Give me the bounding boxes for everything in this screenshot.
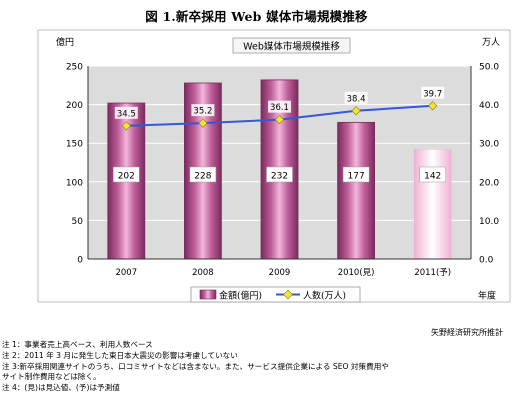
legend-bar-label: 金額(億円)	[219, 290, 262, 302]
line-value-label: 36.1	[270, 103, 289, 113]
line-value-label: 38.4	[347, 94, 366, 104]
bar-value-label: 177	[348, 172, 365, 182]
right-axis-unit: 万人	[482, 37, 500, 48]
bar-value-box	[189, 166, 217, 183]
right-tick-label: 40.0	[479, 101, 499, 111]
x-tick-label: 2011(予)	[414, 268, 451, 278]
left-tick-label: 200	[66, 101, 83, 111]
left-tick-label: 50	[72, 217, 84, 227]
figure-title: 図 1.新卒採用 Web 媒体市場規模推移	[145, 9, 368, 24]
left-tick-label: 100	[66, 178, 83, 188]
x-tick-label: 2009	[269, 268, 291, 278]
axes: 0 50 100 150 200 250 0.0 10.0 20.0 30.0 40.0 50.0 20…	[66, 63, 500, 279]
x-tick-label: 2008	[192, 268, 214, 278]
line-value-label: 34.5	[117, 109, 136, 119]
line-label-bg	[421, 86, 445, 99]
chart-title: Web媒体市場規模推移	[243, 41, 340, 53]
line-value-label: 35.2	[193, 107, 212, 117]
line-point	[121, 121, 131, 131]
right-tick-label: 0.0	[479, 256, 494, 266]
line-value-label: 39.7	[423, 89, 442, 99]
source-credit: 矢野経済研究所推計	[431, 328, 503, 337]
footnote-2: 注 2：2011 年 3 月に発生した東日本大震災の影響は考慮していない	[2, 350, 238, 360]
line-point	[198, 118, 208, 128]
left-axis-unit: 億円	[56, 36, 74, 48]
line-point	[351, 106, 361, 116]
line-point	[428, 101, 438, 111]
bar-value-label: 202	[118, 172, 135, 182]
footnote-3-cont: サイト制作費用などは除く。	[2, 372, 101, 382]
bar-value-box	[419, 166, 446, 183]
x-tick-label: 2007	[115, 268, 137, 278]
x-axis-label: 年度	[478, 290, 496, 302]
legend: 金額(億円) 人数(万人)	[190, 286, 361, 303]
line-series: 34.5 35.2 36.1 38.4 39.7	[114, 86, 445, 131]
bar-value-box	[342, 166, 370, 183]
legend-bar-swatch	[199, 289, 217, 300]
line-label-bg	[114, 106, 138, 119]
bar-value-label: 228	[194, 172, 211, 182]
right-tick-label: 30.0	[479, 140, 499, 150]
legend-line-label: 人数(万人)	[303, 290, 346, 302]
bar-value-label: 142	[424, 172, 441, 182]
line-label-bg	[191, 104, 215, 117]
left-tick-label: 0	[77, 256, 83, 266]
bar-value-box	[113, 166, 140, 183]
footnote-3: 注 3:新卒採用関連サイトのうち、口コミサイトなどは含まない。また、サービス提供…	[2, 361, 389, 371]
line-point	[274, 115, 285, 125]
footnote-4: 注 4：(見)は見込値、(予)は予測値	[2, 383, 120, 393]
line-label-bg	[344, 91, 368, 104]
legend-line-marker	[283, 289, 293, 300]
bar-value-label: 232	[271, 172, 288, 182]
right-tick-label: 50.0	[479, 63, 499, 73]
chart-title-box	[232, 37, 351, 54]
footnotes: 注 1：事業者売上高ベース、利用人数ベース 注 2：2011 年 3 月に発生し…	[2, 340, 507, 394]
bar	[337, 121, 376, 260]
line-label-bg	[268, 100, 291, 113]
left-tick-label: 250	[66, 63, 83, 73]
right-tick-label: 10.0	[479, 217, 499, 227]
bar-value-box	[266, 166, 293, 183]
left-tick-label: 150	[66, 140, 83, 150]
right-tick-label: 20.0	[479, 178, 499, 188]
footnote-1: 注 1：事業者売上高ベース、利用人数ベース	[2, 340, 153, 349]
x-tick-label: 2010(見)	[338, 268, 375, 278]
bar	[413, 149, 452, 260]
